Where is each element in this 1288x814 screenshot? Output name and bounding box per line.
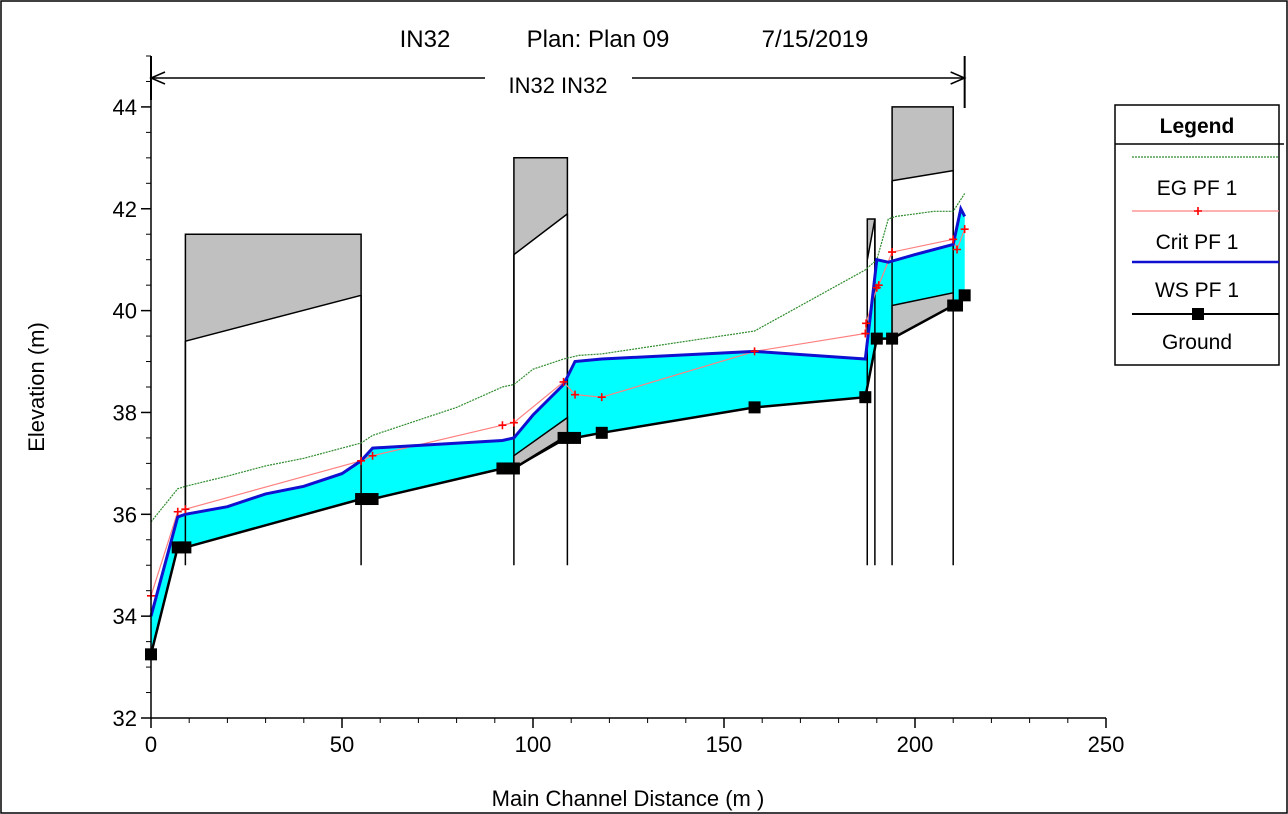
- ground-marker: [859, 391, 872, 404]
- y-tick-label: 38: [113, 400, 137, 425]
- crit-marker: [357, 456, 366, 465]
- x-tick-label: 0: [145, 732, 157, 757]
- structure-deck-3: [866, 218, 876, 260]
- ground-marker: [886, 332, 899, 345]
- ground-marker: [366, 493, 379, 506]
- legend-box: [1114, 104, 1280, 366]
- x-tick-label: 150: [706, 732, 743, 757]
- x-tick-label: 100: [515, 732, 552, 757]
- crit-marker: [953, 245, 962, 254]
- crit-marker: [498, 421, 507, 430]
- legend-label-crit: Crit PF 1: [1156, 231, 1239, 254]
- ground-marker: [557, 431, 570, 444]
- crit-marker: [862, 319, 871, 328]
- crit-marker: [597, 393, 606, 402]
- x-tick-label: 50: [330, 732, 354, 757]
- ground-marker: [496, 462, 509, 475]
- tick-labels: 0 50 100 150 200 250 32 34 36 38 40 42 44: [113, 55, 1125, 757]
- legend-items: EG PF 1 Crit PF 1 WS PF 1 Ground: [1132, 156, 1279, 354]
- legend-marker-ground: [1192, 308, 1204, 320]
- ground-marker: [355, 493, 368, 506]
- ground-marker: [951, 299, 964, 312]
- chart-title-date: 7/15/2019: [762, 26, 869, 53]
- crit-marker: [571, 390, 580, 399]
- culverts-layer: [513, 291, 954, 470]
- crit-marker: [750, 347, 759, 356]
- legend-label-ground: Ground: [1162, 331, 1232, 354]
- y-tick-label: 32: [113, 706, 137, 731]
- reach-label: IN32 IN32: [508, 73, 607, 98]
- legend: Legend EG PF 1 Crit PF 1 WS PF 1 Ground: [1114, 104, 1284, 366]
- legend-marker-crit: [1194, 207, 1202, 215]
- crit-marker: [960, 225, 969, 234]
- ground-marker: [870, 332, 883, 345]
- series-line-eg: [150, 193, 966, 523]
- crit-marker: [368, 451, 377, 460]
- reach-arrowhead-left: [149, 71, 166, 85]
- x-tick-label: 250: [1088, 732, 1125, 757]
- crit-marker: [181, 505, 190, 514]
- series-markers-layer: [145, 225, 971, 661]
- chart-title-name: IN32: [400, 26, 451, 53]
- crit-marker: [559, 377, 568, 386]
- reach-extent-arrow: [149, 56, 967, 108]
- ground-marker: [569, 431, 582, 444]
- crit-marker: [173, 507, 182, 516]
- series-line-ws: [149, 204, 967, 617]
- y-tick-label: 42: [113, 197, 137, 222]
- legend-label-ws: WS PF 1: [1155, 279, 1239, 302]
- ground-marker: [748, 401, 761, 414]
- crit-marker: [509, 418, 518, 427]
- crit-marker: [888, 248, 897, 257]
- y-tick-label: 36: [113, 502, 137, 527]
- crit-marker: [861, 329, 870, 338]
- x-tick-label: 200: [897, 732, 934, 757]
- ground-marker: [507, 462, 520, 475]
- y-tick-label: 40: [113, 299, 137, 324]
- x-axis-label: Main Channel Distance (m ): [492, 786, 765, 811]
- legend-title: Legend: [1160, 115, 1235, 138]
- structure-deck-4: [891, 106, 954, 182]
- y-tick-label: 34: [113, 604, 137, 629]
- reach-arrowhead-right: [950, 71, 967, 85]
- crit-marker: [949, 235, 958, 244]
- ground-marker: [179, 541, 192, 554]
- y-tick-label: 44: [113, 95, 137, 120]
- ground-marker: [958, 289, 971, 302]
- crit-marker: [874, 281, 883, 290]
- structure-deck-1: [184, 233, 362, 343]
- chart-title-plan: Plan: Plan 09: [527, 26, 670, 53]
- ground-marker: [595, 426, 608, 439]
- y-axis-label: Elevation (m): [24, 322, 49, 452]
- legend-label-eg: EG PF 1: [1157, 177, 1238, 200]
